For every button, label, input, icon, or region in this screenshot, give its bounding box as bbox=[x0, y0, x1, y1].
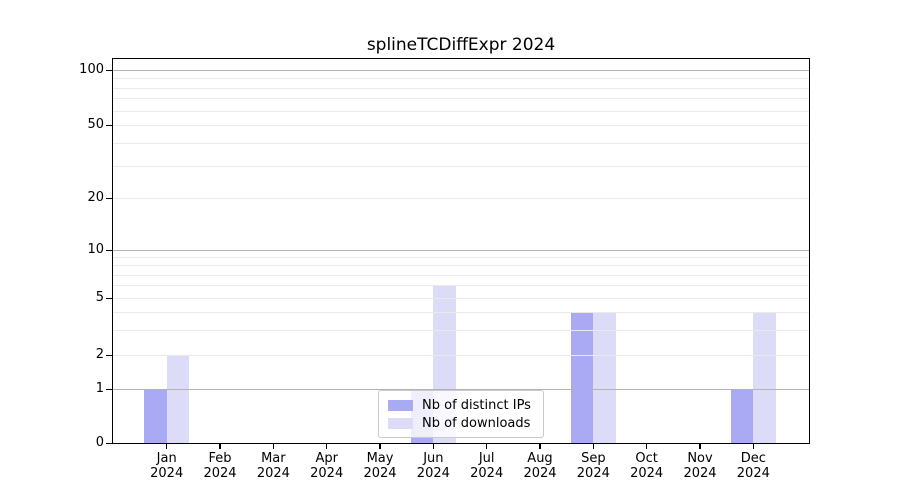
x-tick-mark-may bbox=[379, 444, 381, 449]
bar-downloads-dec bbox=[753, 311, 776, 443]
x-tick-mark-feb bbox=[219, 444, 221, 449]
legend-label-distinct-ips: Nb of distinct IPs bbox=[422, 397, 531, 413]
x-tick-label-jul: Jul 2024 bbox=[470, 451, 504, 481]
minor-gridline-6 bbox=[113, 285, 809, 287]
x-tick-label-apr: Apr 2024 bbox=[310, 451, 344, 481]
legend-swatch-downloads-icon bbox=[388, 417, 413, 429]
bar-distinct-ips-dec bbox=[730, 389, 754, 443]
x-tick-label-nov: Nov 2024 bbox=[683, 451, 717, 481]
bar-distinct-ips-jan bbox=[144, 389, 167, 443]
y-tick-mark-100 bbox=[106, 69, 112, 71]
minor-gridline-9 bbox=[113, 257, 809, 259]
minor-gridline-30 bbox=[113, 165, 809, 167]
x-tick-mark-jul bbox=[486, 444, 488, 449]
minor-gridline-80 bbox=[113, 87, 809, 89]
x-tick-mark-apr bbox=[326, 444, 328, 449]
legend: Nb of distinct IPs Nb of downloads bbox=[378, 390, 544, 438]
bar-distinct-ips-sep bbox=[570, 311, 594, 443]
x-tick-mark-jan bbox=[166, 444, 168, 449]
x-tick-label-jan: Jan 2024 bbox=[150, 451, 184, 481]
x-tick-mark-nov bbox=[699, 444, 701, 449]
y-tick-mark-1 bbox=[106, 388, 112, 390]
x-tick-label-oct: Oct 2024 bbox=[630, 451, 664, 481]
x-tick-mark-aug bbox=[539, 444, 541, 449]
y-tick-label-1: 1 bbox=[95, 381, 104, 396]
x-tick-label-aug: Aug 2024 bbox=[523, 451, 557, 481]
x-tick-label-dec: Dec 2024 bbox=[736, 451, 770, 481]
y-tick-label-100: 100 bbox=[79, 62, 104, 77]
x-tick-mark-jun bbox=[432, 444, 434, 449]
legend-entry-downloads: Nb of downloads bbox=[388, 414, 534, 432]
x-tick-label-jun: Jun 2024 bbox=[416, 451, 450, 481]
y-tick-mark-50 bbox=[106, 124, 112, 126]
y-tick-label-0: 0 bbox=[95, 435, 104, 450]
y-tick-mark-2 bbox=[106, 354, 112, 356]
minor-gridline-5 bbox=[113, 298, 809, 299]
minor-gridline-2 bbox=[113, 355, 809, 356]
minor-gridline-70 bbox=[113, 98, 809, 100]
x-tick-label-may: May 2024 bbox=[363, 451, 397, 481]
y-tick-label-2: 2 bbox=[95, 347, 104, 362]
major-gridline-100 bbox=[113, 70, 809, 71]
minor-gridline-40 bbox=[113, 142, 809, 144]
y-tick-mark-20 bbox=[106, 197, 112, 199]
bar-downloads-jan bbox=[166, 355, 190, 443]
plot-area: Nb of distinct IPs Nb of downloads bbox=[112, 58, 810, 444]
x-tick-mark-dec bbox=[752, 444, 754, 449]
bar-downloads-sep bbox=[593, 311, 616, 443]
y-tick-label-50: 50 bbox=[87, 117, 104, 132]
minor-gridline-90 bbox=[113, 78, 809, 80]
minor-gridline-8 bbox=[113, 265, 809, 267]
y-tick-label-10: 10 bbox=[87, 242, 104, 257]
y-tick-label-5: 5 bbox=[95, 290, 104, 305]
legend-label-downloads: Nb of downloads bbox=[422, 415, 531, 431]
minor-gridline-20 bbox=[113, 198, 809, 199]
chart-title: splineTCDiffExpr 2024 bbox=[366, 35, 556, 55]
x-tick-label-sep: Sep 2024 bbox=[576, 451, 610, 481]
minor-gridline-3 bbox=[113, 329, 809, 331]
y-tick-mark-10 bbox=[106, 249, 112, 251]
minor-gridline-60 bbox=[113, 110, 809, 112]
major-gridline-10 bbox=[113, 250, 809, 251]
x-tick-mark-sep bbox=[592, 444, 594, 449]
x-tick-label-feb: Feb 2024 bbox=[203, 451, 237, 481]
minor-gridline-4 bbox=[113, 311, 809, 313]
legend-swatch-distinct-ips-icon bbox=[388, 399, 413, 411]
y-tick-mark-0 bbox=[106, 442, 112, 444]
major-gridline-1 bbox=[113, 389, 809, 390]
minor-gridline-7 bbox=[113, 274, 809, 276]
minor-gridline-50 bbox=[113, 125, 809, 126]
x-tick-mark-oct bbox=[646, 444, 648, 449]
x-tick-mark-mar bbox=[272, 444, 274, 449]
legend-entry-distinct-ips: Nb of distinct IPs bbox=[388, 396, 534, 414]
y-tick-mark-5 bbox=[106, 297, 112, 299]
x-tick-label-mar: Mar 2024 bbox=[256, 451, 290, 481]
y-tick-label-20: 20 bbox=[87, 190, 104, 205]
